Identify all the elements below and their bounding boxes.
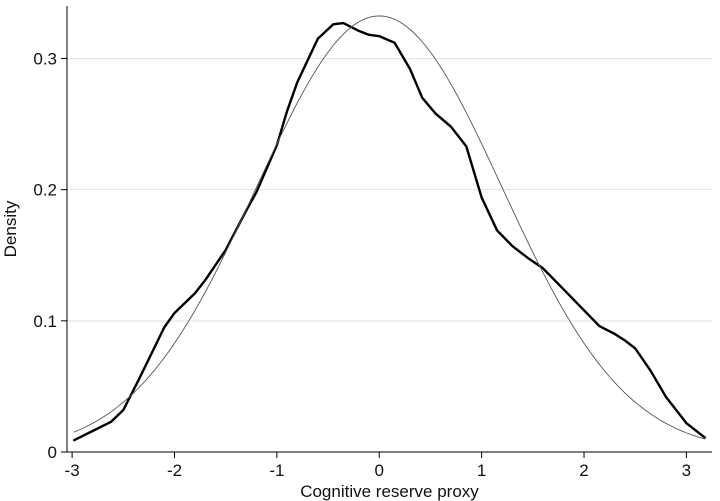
x-tick-label: -2 (167, 461, 182, 480)
series (72, 15, 707, 442)
y-tick-label: 0.3 (33, 49, 57, 68)
x-tick-label: 3 (682, 461, 691, 480)
x-tick-label: -1 (269, 461, 284, 480)
y-tick-label: 0 (48, 443, 57, 462)
y-axis-title: Density (1, 200, 20, 257)
x-tick-label: 2 (579, 461, 588, 480)
ticks: 0 0.1 0.2 0.3 -3 -2 -1 0 1 2 3 (33, 49, 691, 480)
y-tick-label: 0.1 (33, 312, 57, 331)
y-tick-label: 0.2 (33, 181, 57, 200)
x-axis-title: Cognitive reserve proxy (300, 482, 479, 501)
x-tick-label: 1 (477, 461, 486, 480)
gridlines (67, 57, 712, 322)
kernel-density-line (72, 21, 707, 442)
x-tick-label: -3 (65, 461, 80, 480)
axes (66, 6, 712, 453)
normal-density-line (73, 15, 706, 440)
x-tick-label: 0 (375, 461, 384, 480)
